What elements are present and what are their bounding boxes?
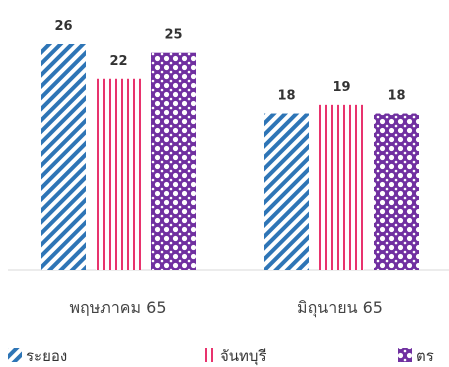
category-label-1: พฤษภาคม 65 — [69, 298, 166, 317]
bar-1-1 — [41, 44, 86, 270]
bar-3-1 — [151, 52, 196, 270]
data-label-2-2: 19 — [332, 80, 350, 95]
legend-label-2: จันทบุรี — [220, 347, 267, 366]
data-label-1-1: 26 — [54, 19, 72, 34]
data-label-2-1: 22 — [109, 54, 127, 69]
legend-swatch-1 — [8, 348, 22, 362]
legend-swatch-3 — [398, 348, 412, 362]
bar-3-2 — [374, 113, 419, 271]
data-label-3-1: 25 — [164, 28, 182, 43]
bar-2-2 — [319, 104, 364, 270]
legend-label-3: ตร — [416, 347, 434, 365]
bar-2-1 — [96, 78, 141, 271]
category-label-2: มิถุนายน 65 — [297, 298, 383, 318]
legend-label-1: ระยอง — [26, 347, 67, 365]
legend-swatch-2 — [202, 348, 216, 362]
bar-1-2 — [264, 113, 309, 271]
data-label-3-2: 18 — [387, 89, 405, 104]
data-label-1-2: 18 — [277, 89, 295, 104]
